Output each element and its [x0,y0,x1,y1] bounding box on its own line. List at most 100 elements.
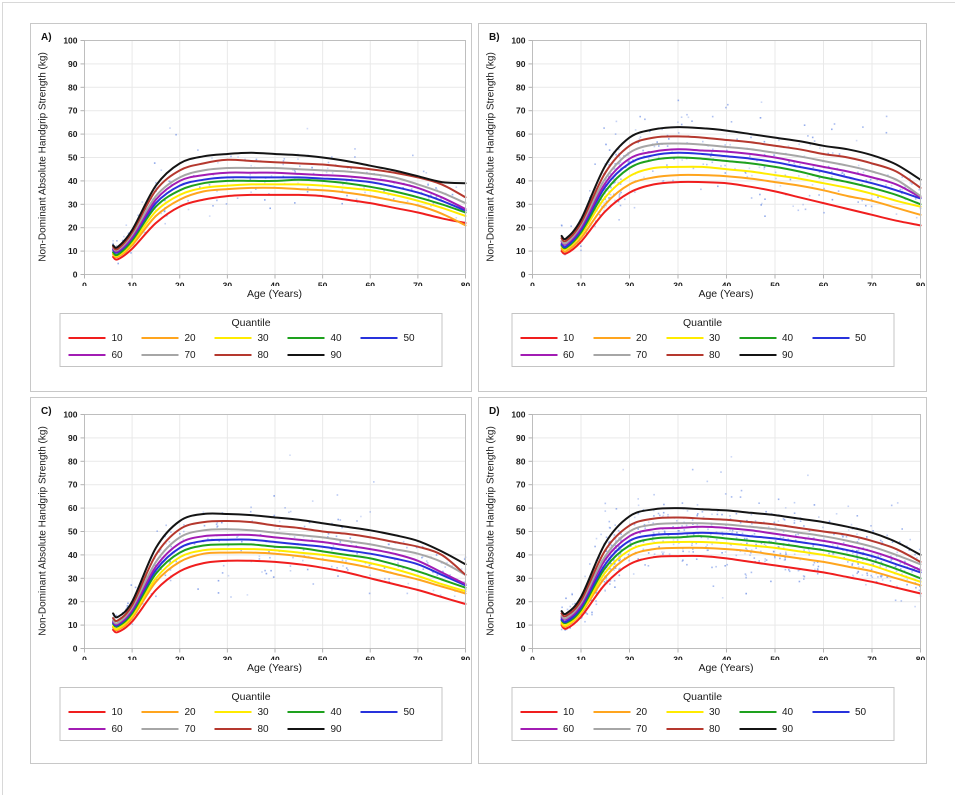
svg-text:10: 10 [576,281,586,287]
legend-entry-40: 40 [739,705,812,719]
svg-text:40: 40 [68,550,78,560]
svg-text:80: 80 [516,82,526,92]
svg-text:20: 20 [516,597,526,607]
svg-text:100: 100 [511,410,525,420]
svg-text:0: 0 [82,281,87,287]
svg-text:80: 80 [68,82,78,92]
legend-line-swatch [593,337,630,339]
svg-text:40: 40 [516,550,526,560]
svg-text:30: 30 [516,573,526,583]
legend-line-swatch [360,711,398,713]
legend-entry-label: 50 [403,332,415,344]
chart-plot: 0 10 20 30 40 50 60 70 80 90 100 0 10 20 30 40 50 60 70 80 [511,36,925,287]
legend-line-swatch [520,728,557,730]
svg-text:30: 30 [516,199,526,209]
svg-text:10: 10 [68,620,78,630]
svg-text:60: 60 [819,281,829,287]
chart-plot: 0 10 20 30 40 50 60 70 80 90 100 0 10 20 30 40 50 60 70 80 [63,410,471,661]
legend-entry-label: 30 [709,706,721,718]
svg-text:40: 40 [270,281,280,287]
svg-text:90: 90 [68,433,78,443]
svg-text:0: 0 [521,270,526,280]
legend-line-swatch [666,354,703,356]
legend-line-swatch [141,337,179,339]
svg-text:70: 70 [867,655,877,661]
legend-entry-label: 90 [782,349,794,361]
legend-title: Quantile [682,317,723,329]
legend-entry-label: 80 [709,349,721,361]
svg-text:0: 0 [530,655,535,661]
legend-entry-10: 10 [68,705,142,719]
svg-text:50: 50 [68,527,78,537]
legend-entry-label: 10 [111,332,123,344]
legend-entry-label: 70 [636,723,648,735]
svg-text:10: 10 [516,620,526,630]
legend-entry-90: 90 [287,722,361,736]
legend-entry-60: 60 [68,722,142,736]
legend-entry-label: 30 [709,332,721,344]
panel-c: C) Non-Dominant Absolute Handgrip Streng… [30,397,472,764]
svg-text:0: 0 [73,644,78,654]
legend-entry-40: 40 [739,331,812,345]
chart-plot: 0 10 20 30 40 50 60 70 80 90 100 0 10 20 30 40 50 60 70 80 [511,410,926,661]
legend-entry-label: 20 [636,706,648,718]
legend-title: Quantile [231,691,271,703]
legend-entry-10: 10 [68,331,142,345]
legend-line-swatch [739,711,776,713]
svg-text:90: 90 [516,433,526,443]
legend-entry-60: 60 [68,348,142,362]
legend-line-swatch [666,728,703,730]
legend-entry-label: 10 [563,332,575,344]
svg-text:50: 50 [68,153,78,163]
legend-line-swatch [593,354,630,356]
svg-text:0: 0 [530,281,535,287]
legend-entry-label: 20 [184,706,196,718]
legend-entry-label: 60 [563,349,575,361]
svg-text:20: 20 [175,655,185,661]
legend-entry-label: 50 [855,332,867,344]
legend-entry-label: 10 [563,706,575,718]
legend-entry-20: 20 [593,331,666,345]
legend-line-swatch [68,337,106,339]
svg-text:40: 40 [270,655,280,661]
legend-entries: 10 20 30 40 50 60 70 80 90 [520,331,885,362]
legend-entries: 10 20 30 40 50 60 70 80 90 [68,705,434,736]
legend-entry-50: 50 [812,705,885,719]
svg-text:100: 100 [63,410,77,420]
svg-text:80: 80 [461,281,471,287]
svg-text:50: 50 [318,281,328,287]
legend-line-swatch [812,711,849,713]
legend-entry-label: 80 [709,723,721,735]
legend-line-swatch [287,337,325,339]
svg-text:80: 80 [516,456,526,466]
x-axis-title: Age (Years) [698,288,754,300]
panel-b: B) Non-Dominant Absolute Handgrip Streng… [478,23,927,392]
x-axis-title: Age (Years) [246,662,303,674]
legend-entry-90: 90 [287,348,361,362]
legend-entry-40: 40 [287,331,361,345]
legend-entry-label: 40 [330,706,342,718]
svg-text:80: 80 [916,655,926,661]
legend-entry-10: 10 [520,331,593,345]
legend-entry-80: 80 [214,348,288,362]
legend-entry-20: 20 [141,331,215,345]
legend-entry-30: 30 [666,331,739,345]
svg-text:80: 80 [461,655,471,661]
panel-label: D) [489,406,500,417]
svg-text:70: 70 [867,281,877,287]
legend-line-swatch [666,337,703,339]
legend-entry-50: 50 [812,331,885,345]
svg-text:40: 40 [722,281,732,287]
svg-text:20: 20 [625,281,635,287]
legend-entry-20: 20 [593,705,666,719]
x-axis-title: Age (Years) [698,662,754,674]
legend-line-swatch [287,728,325,730]
legend-entry-50: 50 [360,705,434,719]
legend-entry-label: 70 [184,723,196,735]
svg-text:50: 50 [770,655,780,661]
legend-entry-label: 70 [636,349,648,361]
legend-entry-label: 60 [563,723,575,735]
svg-text:30: 30 [68,573,78,583]
legend-entry-label: 60 [111,349,123,361]
legend-line-swatch [812,337,849,339]
